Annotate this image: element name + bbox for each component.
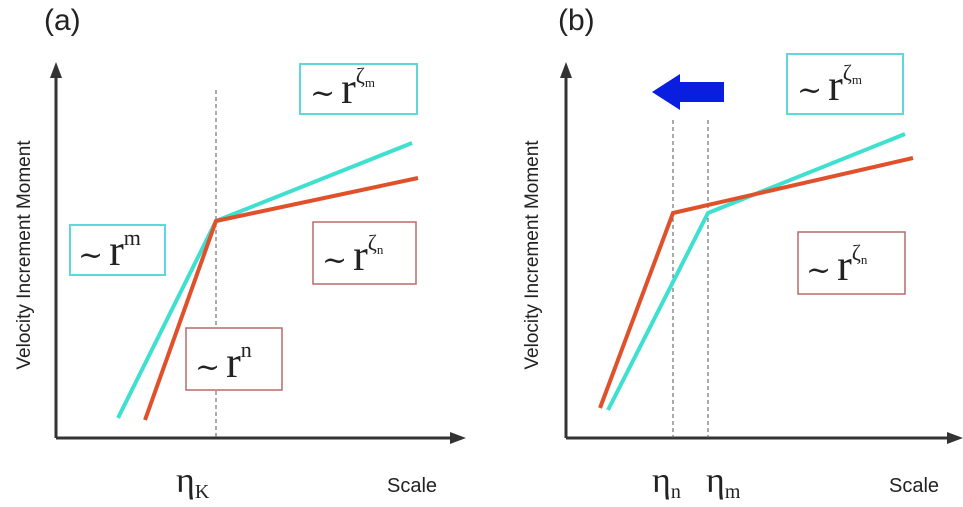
panel-a: (a) Velocity Increment Moment ηK Scale ~… bbox=[14, 4, 466, 503]
panel-b-box-top: ~ rζm bbox=[786, 53, 904, 115]
panel-a-box-bottom: ~ rn bbox=[185, 327, 283, 391]
panel-b-box-right: ~ rζn bbox=[797, 231, 906, 295]
panel-b-xlabel: Scale bbox=[889, 475, 939, 497]
panel-a-box-left: ~ rm bbox=[69, 224, 166, 276]
panel-b-x-arrowhead bbox=[947, 432, 963, 444]
panel-a-xlabel: Scale bbox=[387, 475, 437, 497]
panel-b-ylabel: Velocity Increment Moment bbox=[522, 140, 543, 370]
svg-text:~rζm: ~ rζm bbox=[310, 63, 375, 113]
panel-a-box-right: ~ rζn bbox=[312, 221, 417, 285]
panel-b-y-arrowhead bbox=[560, 62, 572, 78]
svg-text:~rζn: ~ rζn bbox=[806, 240, 868, 290]
panel-b-eta-n: ηn bbox=[652, 460, 681, 503]
panel-a-box-top: ~ rζm bbox=[299, 63, 418, 115]
panel-a-y-arrowhead bbox=[50, 62, 62, 78]
panel-b-eta-m: ηm bbox=[706, 460, 741, 503]
panel-a-x-arrowhead bbox=[450, 432, 466, 444]
panel-b-label: (b) bbox=[558, 4, 595, 37]
panel-a-label: (a) bbox=[44, 4, 81, 37]
panel-a-ylabel: Velocity Increment Moment bbox=[14, 140, 35, 370]
svg-text:~rn: ~ rn bbox=[195, 337, 252, 387]
panel-b-red-line bbox=[598, 156, 914, 409]
svg-text:~rζn: ~ rζn bbox=[322, 230, 384, 280]
svg-text:~rm: ~ rm bbox=[78, 225, 141, 275]
panel-b-cyan-line bbox=[606, 132, 906, 411]
svg-text:~rζm: ~ rζm bbox=[797, 60, 862, 110]
panel-a-eta-k: ηK bbox=[176, 460, 210, 503]
panel-a-red-line bbox=[143, 176, 419, 421]
panel-b: (b) Velocity Increment Moment ηn ηm Scal… bbox=[522, 4, 963, 503]
panel-b-shift-arrow bbox=[652, 74, 724, 110]
